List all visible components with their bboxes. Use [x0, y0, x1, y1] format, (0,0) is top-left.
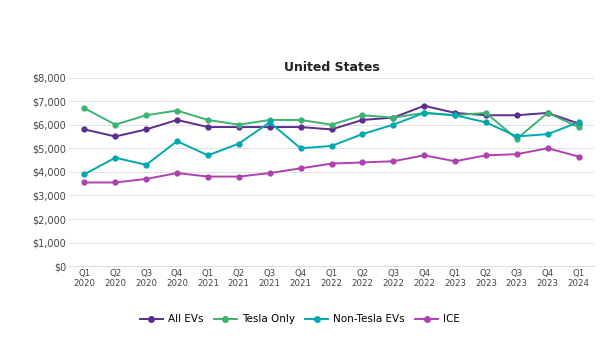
ICE	[328, 161, 335, 165]
Line: Tesla Only: Tesla Only	[82, 106, 581, 141]
Non-Tesla EVs	[513, 134, 520, 139]
Non-Tesla EVs	[266, 120, 274, 124]
ICE	[143, 177, 150, 181]
Text: Average Repairable Severity: Average Repairable Severity	[166, 21, 434, 38]
Tesla Only	[451, 113, 458, 117]
Line: ICE: ICE	[82, 146, 581, 185]
Legend: All EVs, Tesla Only, Non-Tesla EVs, ICE: All EVs, Tesla Only, Non-Tesla EVs, ICE	[136, 310, 464, 329]
ICE	[81, 181, 88, 185]
Tesla Only	[328, 123, 335, 127]
Non-Tesla EVs	[451, 113, 458, 117]
All EVs	[297, 125, 304, 129]
ICE	[451, 159, 458, 163]
All EVs	[143, 127, 150, 131]
Non-Tesla EVs	[328, 144, 335, 148]
ICE	[297, 166, 304, 170]
Tesla Only	[205, 118, 212, 122]
ICE	[173, 171, 181, 175]
ICE	[266, 171, 274, 175]
ICE	[205, 175, 212, 179]
ICE	[389, 159, 397, 163]
Tesla Only	[235, 123, 242, 127]
ICE	[359, 160, 366, 164]
Tesla Only	[143, 113, 150, 117]
Tesla Only	[513, 137, 520, 141]
ICE	[235, 175, 242, 179]
All EVs	[575, 121, 582, 125]
Non-Tesla EVs	[81, 172, 88, 176]
Tesla Only	[389, 116, 397, 120]
Line: All EVs: All EVs	[82, 103, 581, 139]
Tesla Only	[297, 118, 304, 122]
All EVs	[482, 113, 490, 117]
ICE	[112, 181, 119, 185]
ICE	[544, 146, 551, 150]
All EVs	[205, 125, 212, 129]
ICE	[575, 154, 582, 158]
Tesla Only	[266, 118, 274, 122]
All EVs	[513, 113, 520, 117]
Non-Tesla EVs	[173, 139, 181, 143]
Tesla Only	[359, 113, 366, 117]
All EVs	[389, 116, 397, 120]
All EVs	[328, 127, 335, 131]
All EVs	[451, 111, 458, 115]
ICE	[513, 152, 520, 156]
Title: United States: United States	[284, 61, 379, 73]
Tesla Only	[482, 111, 490, 115]
ICE	[482, 153, 490, 157]
Non-Tesla EVs	[544, 132, 551, 136]
ICE	[421, 153, 428, 157]
Non-Tesla EVs	[389, 123, 397, 127]
All EVs	[112, 134, 119, 139]
Tesla Only	[544, 111, 551, 115]
Non-Tesla EVs	[235, 142, 242, 146]
Line: Non-Tesla EVs: Non-Tesla EVs	[82, 111, 581, 177]
Non-Tesla EVs	[575, 120, 582, 124]
Non-Tesla EVs	[482, 120, 490, 124]
Tesla Only	[81, 106, 88, 110]
Non-Tesla EVs	[359, 132, 366, 136]
All EVs	[235, 125, 242, 129]
All EVs	[173, 118, 181, 122]
All EVs	[544, 111, 551, 115]
Tesla Only	[173, 109, 181, 113]
Non-Tesla EVs	[297, 146, 304, 150]
Non-Tesla EVs	[112, 156, 119, 160]
All EVs	[81, 127, 88, 131]
All EVs	[266, 125, 274, 129]
Non-Tesla EVs	[421, 111, 428, 115]
Non-Tesla EVs	[143, 163, 150, 167]
Tesla Only	[421, 111, 428, 115]
All EVs	[421, 104, 428, 108]
Non-Tesla EVs	[205, 153, 212, 157]
Tesla Only	[112, 123, 119, 127]
All EVs	[359, 118, 366, 122]
Tesla Only	[575, 125, 582, 129]
